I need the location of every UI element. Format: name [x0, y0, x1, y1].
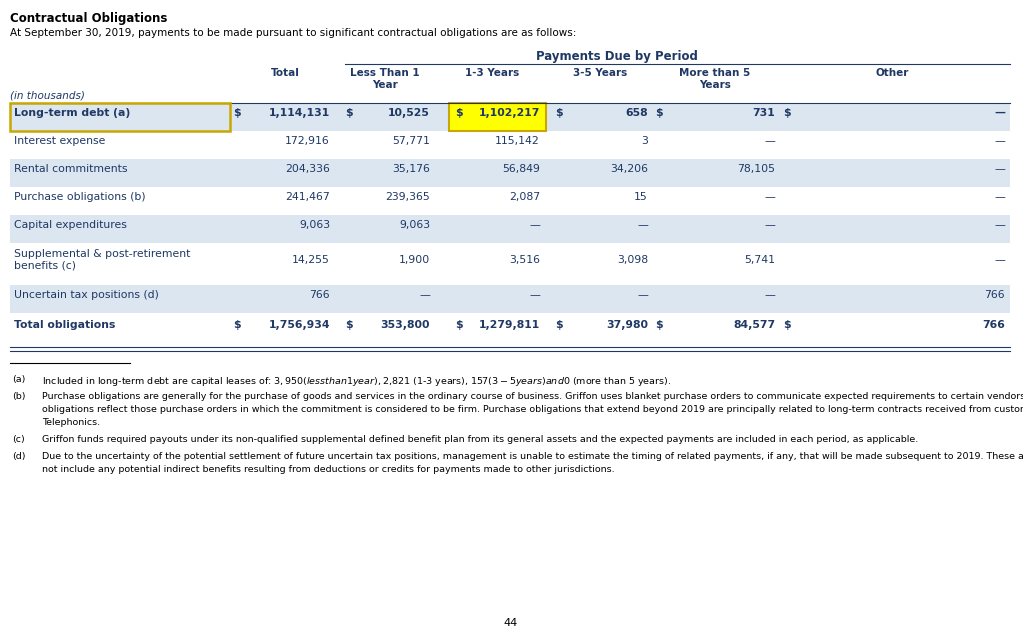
Text: —: — [994, 164, 1005, 174]
Text: —: — [637, 290, 648, 300]
Text: $: $ [233, 320, 240, 330]
Text: $: $ [783, 108, 791, 118]
Text: —: — [764, 220, 775, 230]
Text: —: — [529, 290, 540, 300]
Text: 353,800: 353,800 [381, 320, 430, 330]
Text: —: — [529, 220, 540, 230]
Text: 1,756,934: 1,756,934 [268, 320, 330, 330]
Text: Total obligations: Total obligations [14, 320, 116, 330]
Bar [10, 159, 1010, 187]
Text: 1,900: 1,900 [399, 255, 430, 265]
Text: 9,063: 9,063 [399, 220, 430, 230]
Text: not include any potential indirect benefits resulting from deductions or credits: not include any potential indirect benef… [42, 465, 615, 474]
Text: 766: 766 [982, 320, 1005, 330]
Text: Included in long-term debt are capital leases of: $3,950 (less than 1 year), $2,: Included in long-term debt are capital l… [42, 375, 671, 388]
Text: 15: 15 [634, 192, 648, 202]
Text: $: $ [655, 320, 663, 330]
Text: 57,771: 57,771 [392, 136, 430, 146]
Text: 2,087: 2,087 [508, 192, 540, 202]
Text: 658: 658 [625, 108, 648, 118]
Text: 44: 44 [504, 618, 518, 628]
Bar [10, 285, 1010, 313]
Text: (c): (c) [12, 435, 25, 444]
Text: (b): (b) [12, 392, 26, 401]
Text: $: $ [233, 108, 240, 118]
Text: 766: 766 [984, 290, 1005, 300]
Text: More than 5
Years: More than 5 Years [679, 68, 751, 90]
Text: Capital expenditures: Capital expenditures [14, 220, 127, 230]
Text: 37,980: 37,980 [606, 320, 648, 330]
Text: obligations reflect those purchase orders in which the commitment is considered : obligations reflect those purchase order… [42, 405, 1023, 414]
Text: $: $ [455, 320, 462, 330]
Text: 172,916: 172,916 [285, 136, 330, 146]
Text: Rental commitments: Rental commitments [14, 164, 128, 174]
Text: At September 30, 2019, payments to be made pursuant to significant contractual o: At September 30, 2019, payments to be ma… [10, 28, 576, 38]
Text: (in thousands): (in thousands) [10, 90, 85, 100]
Text: 3,516: 3,516 [509, 255, 540, 265]
Text: Telephonics.: Telephonics. [42, 418, 100, 427]
Bar [10, 103, 1010, 131]
Text: 84,577: 84,577 [732, 320, 775, 330]
Text: Supplemental & post-retirement
benefits (c): Supplemental & post-retirement benefits … [14, 249, 190, 271]
Text: Other: Other [876, 68, 908, 78]
Text: $: $ [555, 108, 563, 118]
Text: —: — [994, 108, 1005, 118]
Text: Contractual Obligations: Contractual Obligations [10, 12, 168, 25]
Text: Long-term debt (a): Long-term debt (a) [14, 108, 130, 118]
Bar [10, 103, 230, 131]
Text: Payments Due by Period: Payments Due by Period [536, 50, 698, 63]
Text: 1,114,131: 1,114,131 [269, 108, 330, 118]
Text: 56,849: 56,849 [502, 164, 540, 174]
Text: 239,365: 239,365 [386, 192, 430, 202]
Text: (d): (d) [12, 452, 26, 461]
Text: Uncertain tax positions (d): Uncertain tax positions (d) [14, 290, 159, 300]
Text: Purchase obligations (b): Purchase obligations (b) [14, 192, 145, 202]
Bar [10, 215, 1010, 243]
Text: —: — [764, 290, 775, 300]
Text: 10,525: 10,525 [388, 108, 430, 118]
Text: 3,098: 3,098 [617, 255, 648, 265]
Text: 204,336: 204,336 [285, 164, 330, 174]
Text: —: — [419, 290, 430, 300]
Text: Griffon funds required payouts under its non-qualified supplemental defined bene: Griffon funds required payouts under its… [42, 435, 919, 444]
Text: 241,467: 241,467 [285, 192, 330, 202]
Text: 9,063: 9,063 [299, 220, 330, 230]
Text: —: — [994, 192, 1005, 202]
Text: Total: Total [270, 68, 300, 78]
Text: —: — [764, 136, 775, 146]
Bar [449, 103, 546, 131]
Text: —: — [994, 255, 1005, 265]
Text: —: — [764, 192, 775, 202]
Text: 115,142: 115,142 [495, 136, 540, 146]
Text: Interest expense: Interest expense [14, 136, 105, 146]
Text: (a): (a) [12, 375, 26, 384]
Text: 34,206: 34,206 [610, 164, 648, 174]
Text: 5,741: 5,741 [744, 255, 775, 265]
Text: —: — [637, 220, 648, 230]
Text: 1,279,811: 1,279,811 [479, 320, 540, 330]
Text: $: $ [783, 320, 791, 330]
Text: Less Than 1
Year: Less Than 1 Year [350, 68, 419, 90]
Text: 1-3 Years: 1-3 Years [464, 68, 519, 78]
Text: 35,176: 35,176 [392, 164, 430, 174]
Text: —: — [994, 136, 1005, 146]
Text: $: $ [345, 108, 353, 118]
Text: Purchase obligations are generally for the purchase of goods and services in the: Purchase obligations are generally for t… [42, 392, 1023, 401]
Text: $: $ [555, 320, 563, 330]
Text: —: — [994, 220, 1005, 230]
Text: 3: 3 [641, 136, 648, 146]
Text: 3-5 Years: 3-5 Years [573, 68, 627, 78]
Text: 766: 766 [309, 290, 330, 300]
Text: $: $ [655, 108, 663, 118]
Text: 78,105: 78,105 [737, 164, 775, 174]
Text: 731: 731 [752, 108, 775, 118]
Text: $: $ [455, 108, 462, 118]
Text: $: $ [345, 320, 353, 330]
Text: 1,102,217: 1,102,217 [479, 108, 540, 118]
Text: Due to the uncertainty of the potential settlement of future uncertain tax posit: Due to the uncertainty of the potential … [42, 452, 1023, 461]
Text: 14,255: 14,255 [293, 255, 330, 265]
